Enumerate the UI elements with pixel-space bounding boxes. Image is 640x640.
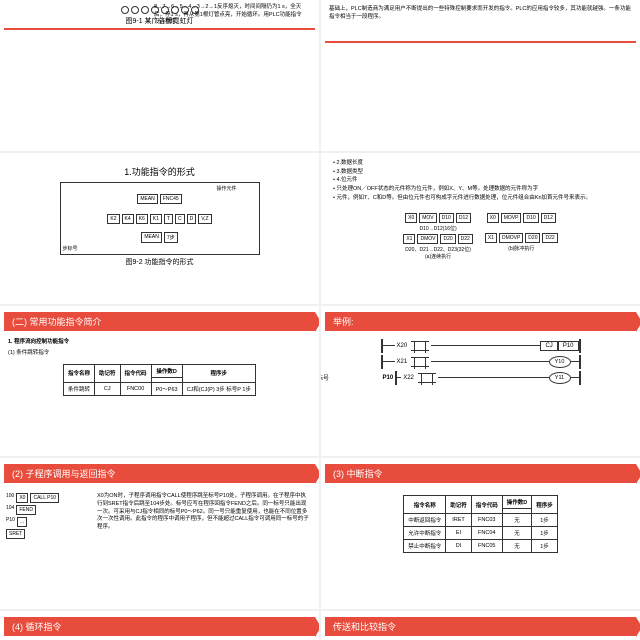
slide3-title: 1.功能指令的形式 (4, 165, 315, 178)
slide-4: 2.数据长度 3.数据类型 4.位元件 只处理ON／OFF状态的元件称为位元件，… (321, 153, 640, 304)
jump-table: 指令名称助记符指令代码操作数D程序步 条件跳转CJFNC00P0～P63CJ和(… (63, 364, 256, 396)
slide-8: (3) 中断指令 指令名称助记符指令代码操作数D程序步 中断返回指令IRETFN… (321, 458, 640, 609)
fig-caption-2: 图9-2 功能指令的形式 (4, 257, 315, 267)
slide-6: 举例: X20 CJP10 X21 Y10 标号 P10 X22 Y11 (321, 306, 640, 457)
s5-h2: (1) 条件跳转指令 (4, 348, 315, 360)
slide-1: 图9-1 某广告牌霓虹灯 8→7→6→5→4→3→2→1反序熄灭，时间间隔仍为1… (0, 0, 319, 151)
slide1-text: 8→7→6→5→4→3→2→1反序熄灭，时间间隔仍为1 s，全灭后，停1 s，再… (150, 2, 310, 29)
bullet-list: 2.数据长度 3.数据类型 4.位元件 只处理ON／OFF状态的元件称为位元件，… (325, 157, 636, 205)
instruction-diagram: 操作元件 MEANFNC45 K2K4K6K1TCDV,Z MEAN7步 步标号 (60, 182, 260, 255)
slide-5: (二) 常用功能指令简介 1. 程序流向控制功能指令 (1) 条件跳转指令 指令… (0, 306, 319, 457)
banner-6: 举例: (325, 312, 636, 331)
slide-3: 1.功能指令的形式 操作元件 MEANFNC45 K2K4K6K1TCDV,Z … (0, 153, 319, 304)
banner-7: (2) 子程序调用与返回指令 (4, 464, 315, 483)
sub-diagram: 100X0CALL P10 104FEND P10... SRET (4, 491, 89, 541)
slide-10: 传送和比较指令 (321, 611, 640, 640)
slide-7: (2) 子程序调用与返回指令 100X0CALL P10 104FEND P10… (0, 458, 319, 609)
s5-h1: 1. 程序流向控制功能指令 (4, 337, 315, 349)
banner-9: (4) 循环指令 (4, 617, 315, 636)
slide-9: (4) 循环指令 (0, 611, 319, 640)
banner-10: 传送和比较指令 (325, 617, 636, 636)
ladder-diagram: X20 CJP10 X21 Y10 标号 P10 X22 Y11 (381, 339, 581, 385)
exec-diagrams: X0MOVD10D12 D10→D12(16位) X1DMOVD20D22 D2… (325, 211, 636, 260)
interrupt-table: 指令名称助记符指令代码操作数D程序步 中断返回指令IRETFNC03无1步 允许… (403, 495, 558, 553)
slide2-text: 基础上，PLC制造商为满足用户不断提出的一些特殊控制要求而开发的指令。PLC的应… (325, 4, 636, 23)
banner-5: (二) 常用功能指令简介 (4, 312, 315, 331)
banner-8: (3) 中断指令 (325, 464, 636, 483)
slide7-text: X0为ON时，子程序调用指令CALL使程序跳至标号P10处，子程序调用。在子程序… (93, 491, 315, 541)
accent (325, 41, 636, 43)
slide-2: 基础上，PLC制造商为满足用户不断提出的一些特殊控制要求而开发的指令。PLC的应… (321, 0, 640, 151)
